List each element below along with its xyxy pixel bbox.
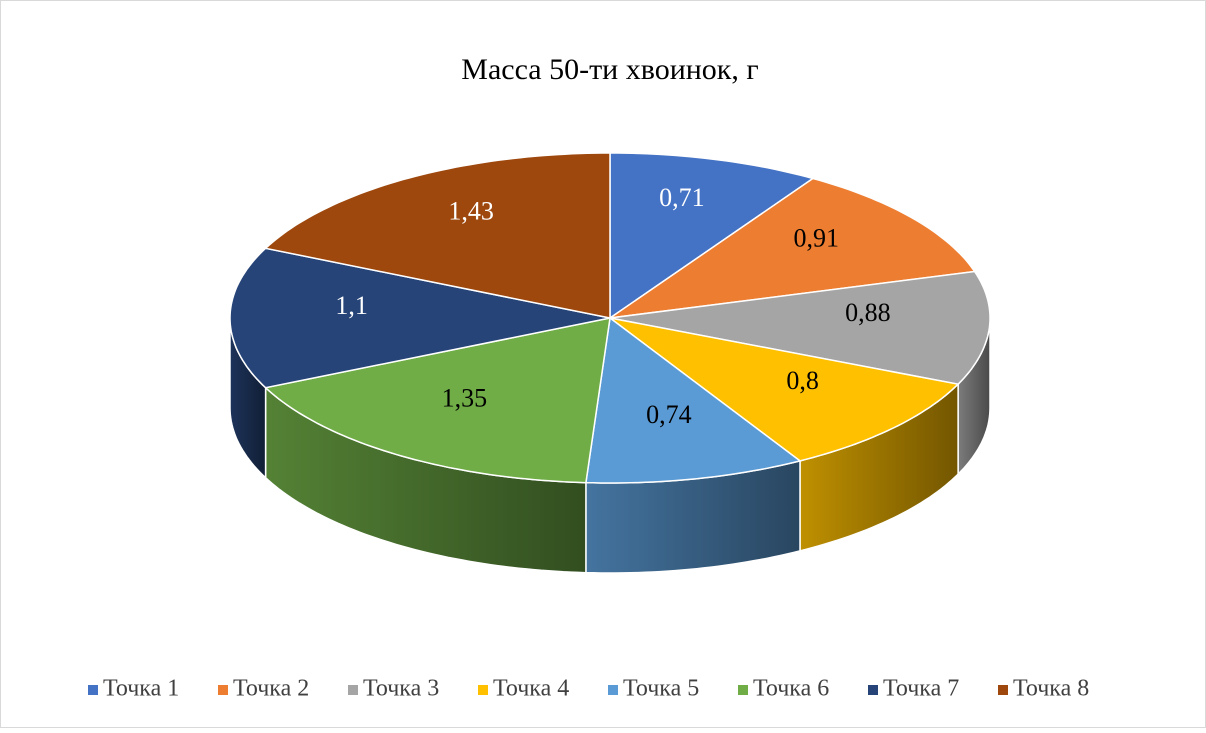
- slice: [229, 247, 611, 389]
- legend-swatch: [88, 685, 98, 695]
- data-label: 1,1: [335, 291, 368, 320]
- data-label: 0,8: [786, 366, 819, 395]
- slice: [609, 177, 976, 319]
- data-label: 1,35: [442, 384, 488, 413]
- legend-label: Точка 5: [623, 676, 699, 702]
- legend-swatch: [348, 685, 358, 695]
- legend-swatch: [608, 685, 618, 695]
- legend-label: Точка 2: [233, 676, 309, 702]
- legend-label: Точка 1: [103, 676, 179, 702]
- legend-label: Точка 3: [363, 676, 439, 702]
- legend-label: Точка 8: [1013, 676, 1089, 702]
- legend-swatch: [738, 685, 748, 695]
- legend-swatch: [998, 685, 1008, 695]
- legend-label: Точка 7: [883, 676, 959, 702]
- legend-swatch: [478, 685, 488, 695]
- legend-swatch: [218, 685, 228, 695]
- legend-swatch: [868, 685, 878, 695]
- data-label: 0,88: [845, 298, 891, 327]
- chart-title: Масса 50-ти хвоинок, г: [461, 53, 758, 86]
- slice: [609, 317, 960, 462]
- slice: [585, 316, 802, 484]
- legend-label: Точка 6: [753, 676, 829, 702]
- data-label: 0,91: [793, 223, 839, 252]
- data-label: 1,43: [448, 196, 494, 225]
- data-label: 0,71: [659, 183, 705, 212]
- slice: [609, 270, 991, 386]
- slice: [609, 152, 815, 320]
- slice: [263, 317, 611, 484]
- slice: [263, 152, 611, 319]
- legend-label: Точка 4: [493, 676, 569, 702]
- data-label: 0,74: [646, 400, 692, 429]
